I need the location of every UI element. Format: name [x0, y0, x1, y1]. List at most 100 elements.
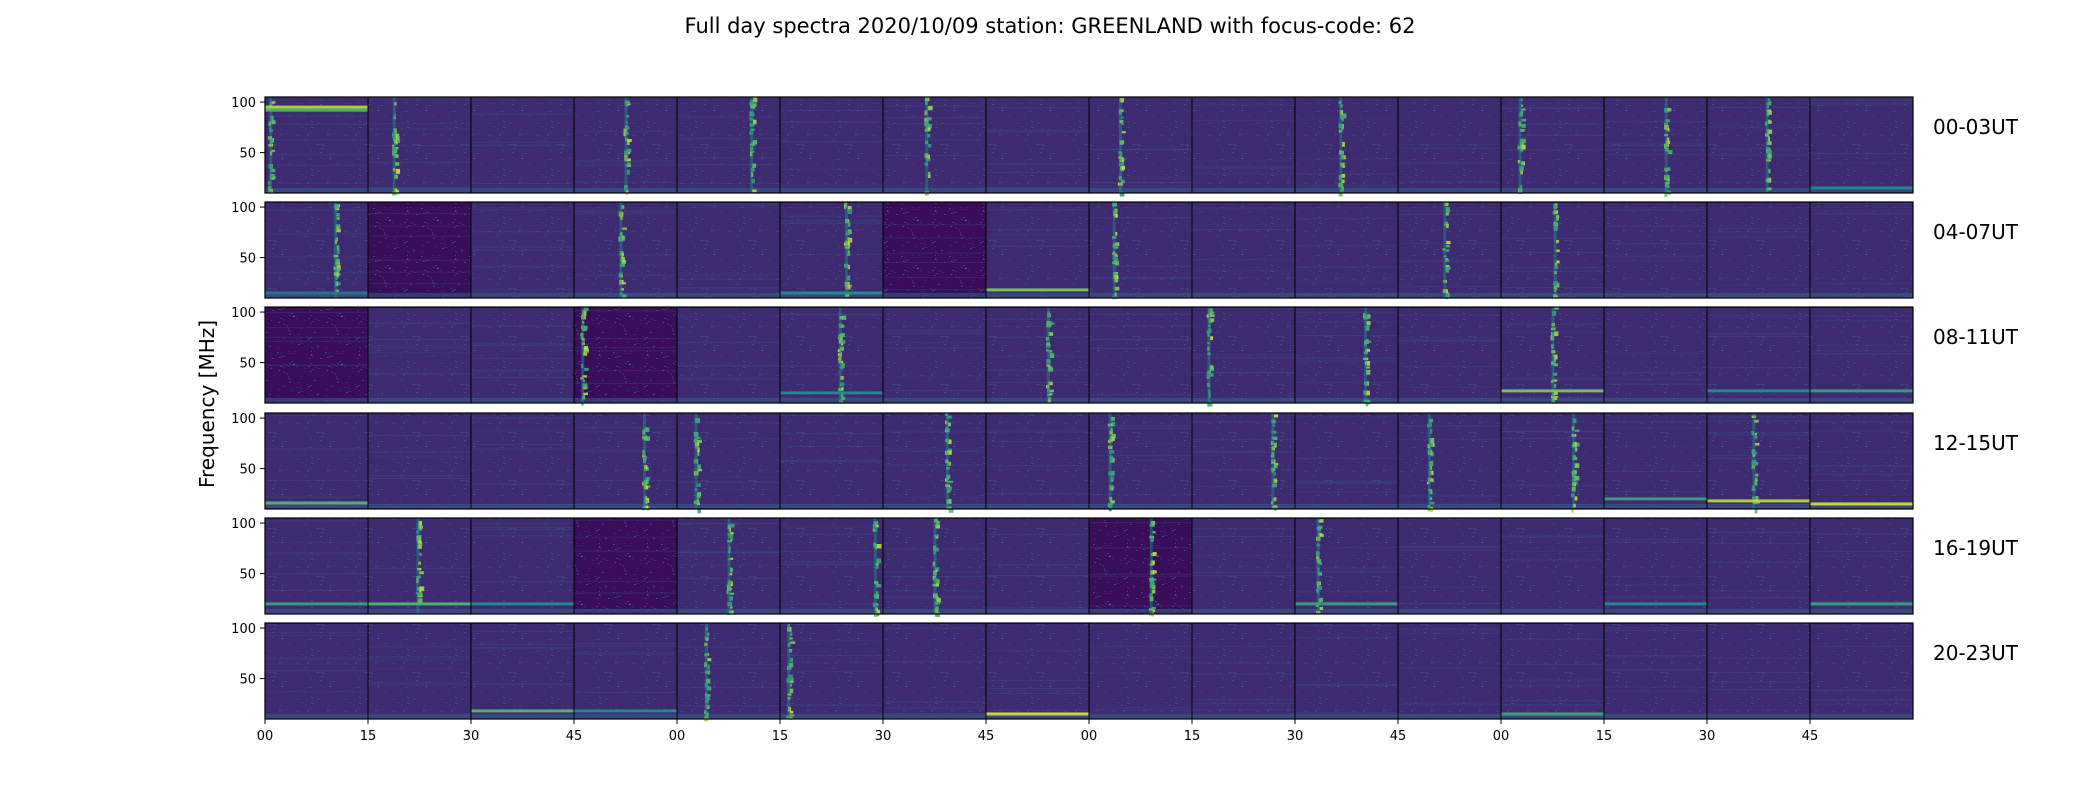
- noise-streak: [471, 209, 574, 211]
- noise-streak: [1089, 427, 1192, 429]
- x-tick-label: 15: [772, 729, 789, 744]
- noise-streak: [677, 422, 780, 424]
- noise-streak: [1501, 123, 1604, 125]
- noise-streak: [677, 481, 780, 483]
- spectrum-panel: [1604, 307, 1707, 403]
- noise-streak: [780, 184, 883, 186]
- noise-streak: [986, 564, 1089, 566]
- noise-streak: [368, 682, 471, 684]
- noise-streak: [780, 314, 883, 316]
- spectrum-panel: [1089, 413, 1192, 509]
- noise-streak: [1089, 459, 1192, 461]
- noise-streak: [368, 225, 471, 227]
- noise-streak: [1501, 535, 1604, 537]
- y-tick-label: 100: [231, 306, 256, 321]
- low-band: [471, 503, 574, 509]
- noise-streak: [1398, 337, 1501, 339]
- noise-streak: [1398, 260, 1501, 262]
- low-band: [1707, 187, 1810, 193]
- noise-streak: [471, 144, 574, 146]
- noise-streak: [574, 431, 677, 433]
- noise-streak: [265, 340, 368, 342]
- noise-streak: [1810, 533, 1913, 535]
- noise-streak: [265, 209, 368, 211]
- noise-streak: [780, 654, 883, 656]
- spectrum-panel: [1192, 623, 1295, 719]
- noise-streak: [471, 417, 574, 419]
- noise-streak: [1295, 321, 1398, 323]
- noise-streak: [1398, 97, 1501, 99]
- noise-streak: [1192, 276, 1295, 278]
- noise-streak: [883, 261, 986, 263]
- noise-streak: [1192, 104, 1295, 106]
- low-band: [986, 187, 1089, 193]
- noise-streak: [265, 589, 368, 591]
- spectrum-panel: [368, 413, 471, 509]
- noise-streak: [1707, 127, 1810, 129]
- noise-streak: [1295, 625, 1398, 627]
- noise-streak: [471, 683, 574, 685]
- burst-mark: [944, 413, 954, 513]
- spectrum-panel: [1707, 623, 1810, 719]
- spectrum-panel: [1810, 202, 1913, 298]
- noise-streak: [1604, 372, 1707, 374]
- interference-line: [265, 108, 368, 112]
- spectrum-panel: [780, 97, 883, 193]
- noise-streak: [883, 450, 986, 452]
- spectrum-panel: [1089, 518, 1192, 614]
- x-tick-label: 30: [875, 729, 892, 744]
- noise-streak: [677, 438, 780, 440]
- low-band: [368, 713, 471, 719]
- noise-streak: [574, 580, 677, 582]
- noise-streak: [1810, 451, 1913, 453]
- noise-streak: [1604, 143, 1707, 145]
- noise-streak: [1604, 427, 1707, 429]
- noise-streak: [883, 347, 986, 349]
- spectrum-panel: [986, 518, 1089, 614]
- noise-streak: [883, 117, 986, 119]
- low-band: [677, 713, 780, 719]
- low-band: [265, 292, 368, 298]
- noise-streak: [1192, 528, 1295, 530]
- low-band: [1604, 713, 1707, 719]
- noise-streak: [677, 488, 780, 490]
- noise-streak: [780, 223, 883, 225]
- spectrum-panel: [1398, 518, 1501, 614]
- noise-streak: [1810, 689, 1913, 691]
- noise-streak: [1501, 679, 1604, 681]
- noise-streak: [265, 364, 368, 366]
- noise-streak: [677, 157, 780, 159]
- x-tick-label: 15: [1184, 729, 1201, 744]
- low-band: [1089, 397, 1192, 403]
- noise-streak: [1604, 99, 1707, 101]
- noise-streak: [574, 212, 677, 214]
- noise-streak: [1192, 575, 1295, 577]
- spectrum-panel: [1192, 97, 1295, 193]
- noise-streak: [1810, 350, 1913, 352]
- noise-streak: [265, 327, 368, 329]
- noise-streak: [1192, 160, 1295, 162]
- noise-streak: [1501, 431, 1604, 433]
- noise-streak: [265, 183, 368, 185]
- noise-streak: [1501, 377, 1604, 379]
- spectrum-panel: [1501, 413, 1604, 509]
- noise-streak: [883, 237, 986, 239]
- noise-streak: [883, 448, 986, 450]
- spectrum-panel: [471, 623, 574, 719]
- noise-streak: [986, 465, 1089, 467]
- noise-streak: [986, 369, 1089, 371]
- noise-streak: [574, 254, 677, 256]
- low-band: [883, 713, 986, 719]
- noise-streak: [883, 713, 986, 715]
- row-time-label: 08-11UT: [1933, 325, 2019, 349]
- spectrum-panel: [574, 202, 677, 298]
- noise-streak: [677, 287, 780, 289]
- noise-streak: [1089, 182, 1192, 184]
- spectrum-panel: [677, 413, 780, 509]
- noise-streak: [1398, 495, 1501, 497]
- noise-streak: [265, 123, 368, 125]
- noise-streak: [1192, 703, 1295, 705]
- x-tick-label: 45: [978, 729, 995, 744]
- noise-streak: [986, 186, 1089, 188]
- noise-streak: [1501, 251, 1604, 253]
